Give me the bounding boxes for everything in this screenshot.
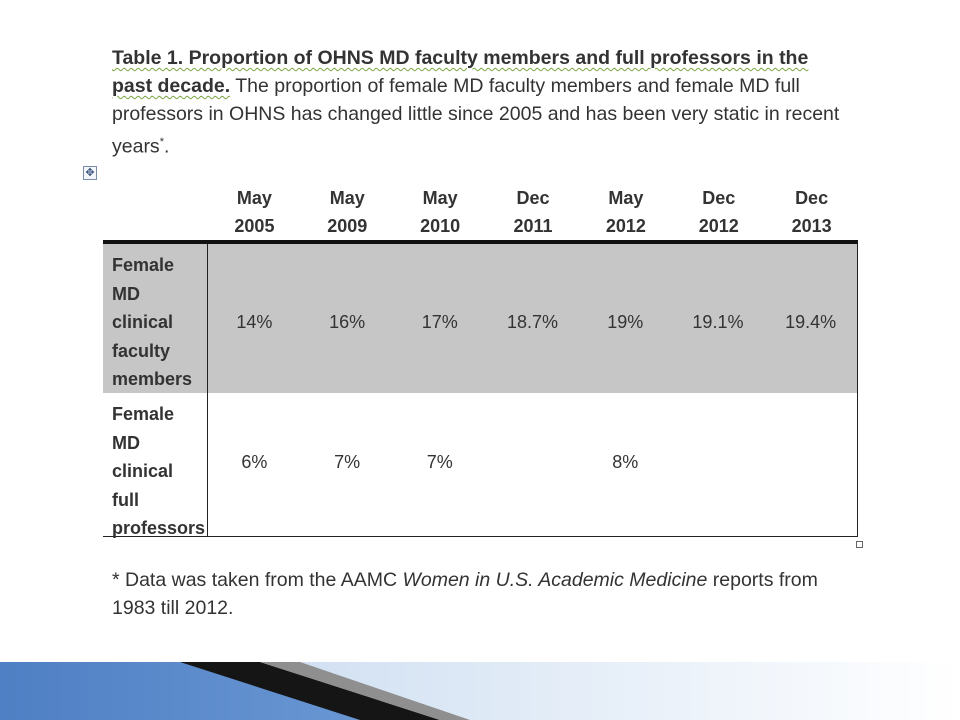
footnote-suffix: reports from 1983 till 2012. (112, 569, 818, 619)
table-cell (672, 393, 765, 536)
caption-asterisk: * (159, 136, 164, 148)
column-header: Dec 2011 (513, 188, 553, 236)
table-cell: 7% (426, 452, 453, 472)
table-cell: 18.7% (506, 312, 559, 332)
caption-title: Table 1. Proportion of OHNS MD faculty m… (112, 47, 809, 97)
table-cell: 16% (329, 312, 366, 332)
footnote: * Data was taken from the AAMC Women in … (112, 566, 852, 622)
table-header-row: May 2005 May 2009 May 2010 Dec 2011 May 2012 … (208, 184, 858, 240)
data-table: Female MD clinical faculty members 14% 1… (103, 240, 858, 538)
footer-gray-wedge (260, 662, 470, 720)
move-cross-icon[interactable]: ✥ (83, 166, 97, 180)
row-label: Female MD clinical faculty members (103, 244, 208, 393)
table-cell: 19% (607, 312, 644, 332)
table-cell: 8% (612, 452, 639, 472)
table-cell: 19.1% (692, 312, 744, 332)
table-cell: 6% (241, 452, 268, 472)
column-header: May 2005 (234, 188, 275, 236)
column-header: Dec 2012 (698, 188, 739, 236)
table-caption: Table 1. Proportion of OHNS MD faculty m… (112, 44, 852, 161)
column-header: May 2010 (420, 188, 461, 236)
footnote-prefix: * Data was taken from the AAMC (112, 569, 403, 591)
resize-square-icon[interactable] (856, 541, 863, 548)
table-cell: 19.4% (785, 312, 837, 332)
table-cell: 17% (421, 312, 458, 332)
footnote-italic: Women in U.S. Academic Medicine (402, 569, 708, 591)
slide-footer-decoration (0, 662, 960, 720)
footer-dark-wedge (180, 662, 440, 720)
column-header: May 2009 (327, 188, 368, 236)
caption-end: . (163, 135, 170, 158)
column-header: May 2012 (605, 188, 646, 236)
row-label: Female MD clinical full professors (103, 393, 208, 538)
table-row: Female MD clinical faculty members 14% 1… (103, 244, 857, 393)
table-cell: 7% (334, 452, 361, 472)
table-cell: 14% (236, 312, 273, 332)
caption-text: The proportion of female MD faculty memb… (112, 75, 840, 158)
column-header: Dec 2013 (791, 188, 832, 236)
table-cell (486, 393, 579, 536)
table-row: Female MD clinical full professors 6% 7%… (103, 393, 857, 538)
table-cell (764, 393, 857, 536)
